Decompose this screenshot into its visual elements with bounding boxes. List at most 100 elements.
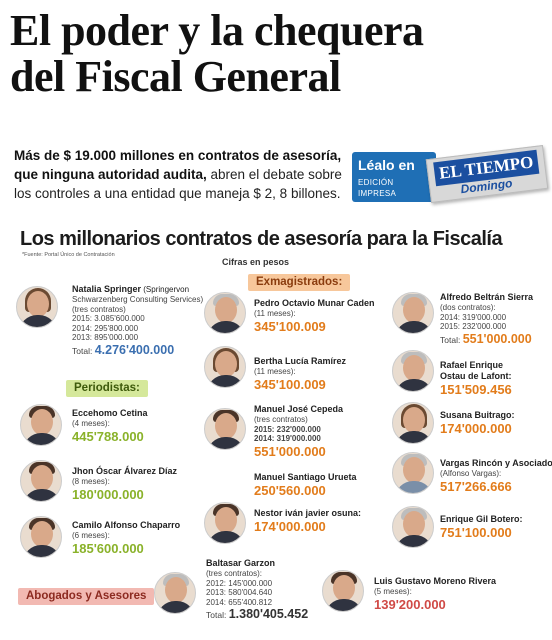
- total-amount: 551'000.000: [462, 331, 532, 346]
- person-name: Camilo Alfonso Chaparro: [72, 520, 181, 530]
- person-alvarez: Jhon Óscar Álvarez Díaz (8 meses): 180'0…: [72, 466, 177, 502]
- amount: 174'000.000: [254, 519, 326, 534]
- person-chaparro: Camilo Alfonso Chaparro (6 meses): 185'6…: [72, 520, 180, 556]
- avatar-gil-icon: [392, 506, 434, 548]
- read-in-print-badge[interactable]: Léalo en EDICIÓN IMPRESA: [352, 152, 436, 202]
- total-label: Total:: [72, 345, 93, 356]
- headline-line-1: El poder y la chequera: [10, 6, 424, 55]
- person-name: Alfredo Beltrán Sierra: [440, 292, 534, 302]
- avatar-moreno-icon: [322, 570, 364, 612]
- figures-note: Cifras en pesos: [222, 257, 290, 267]
- subheadline-rest: abren el debate sobre los controles a un…: [14, 167, 342, 201]
- person-detail: (11 meses):: [254, 367, 296, 376]
- section-abogados: Abogados y Asesores: [18, 588, 155, 605]
- person-osuna: Nestor iván javier osuna: 174'000.000: [254, 508, 361, 534]
- avatar-garzon-icon: [154, 572, 196, 614]
- contract-2013: 2013: 580'004.640: [206, 588, 273, 597]
- avatar-beltran-icon: [392, 292, 434, 334]
- person-ostau: Rafael Enrique Ostau de Lafont: 151'509.…: [440, 360, 512, 397]
- person-name: Manuel Santiago Urueta: [254, 472, 357, 482]
- amount: 517'266.666: [440, 478, 512, 494]
- person-moreno: Luis Gustavo Moreno Rivera (5 meses): 13…: [374, 576, 496, 612]
- contract-2014: 2014: 655'400.812: [206, 597, 273, 607]
- contract-2015: 2015: 232'000.000: [440, 322, 507, 331]
- person-name: Eccehomo Cetina: [72, 408, 148, 418]
- person-ramirez: Bertha Lucía Ramírez (11 meses): 345'100…: [254, 356, 346, 392]
- person-firm: (Springervon: [141, 285, 190, 294]
- box-title: Los millonarios contratos de asesoría pa…: [20, 228, 503, 250]
- person-detail: (6 meses):: [72, 531, 110, 540]
- avatar-vargas-icon: [392, 452, 434, 494]
- person-detail: (11 meses):: [254, 309, 296, 318]
- avatar-munar-icon: [204, 292, 246, 334]
- total-label: Total:: [440, 334, 461, 345]
- contract-2013: 2013: 895'000.000: [72, 333, 139, 342]
- headline: El poder y la chequera del Fiscal Genera…: [10, 8, 550, 100]
- amount: 185'600.000: [72, 540, 144, 556]
- person-cepeda: Manuel José Cepeda (tres contratos) 2015…: [254, 404, 343, 459]
- person-name: Rafael Enrique: [440, 360, 504, 370]
- amount: 174'000.000: [440, 421, 512, 436]
- amount: 180'000.000: [72, 486, 144, 502]
- person-beltran: Alfredo Beltrán Sierra (dos contratos): …: [440, 292, 533, 347]
- total-amount: 1.380'405.452: [228, 607, 309, 621]
- contract-2015: 2015: 232'000.000: [254, 424, 321, 434]
- person-detail: (tres contratos):: [206, 569, 263, 578]
- person-name: Susana Buitrago:: [440, 410, 515, 420]
- total-amount: 4.276'400.000: [94, 342, 175, 357]
- person-detail: (4 meses):: [72, 419, 110, 428]
- person-cetina: Eccehomo Cetina (4 meses): 445'788.000: [72, 408, 148, 444]
- amount: 151'509.456: [440, 382, 512, 397]
- person-detail: (tres contratos): [254, 415, 308, 424]
- avatar-buitrago-icon: [392, 402, 434, 444]
- source-note: *Fuente: Portal Único de Contratación: [22, 252, 115, 258]
- avatar-ramirez-icon: [204, 346, 246, 388]
- avatar-cepeda-icon: [204, 408, 246, 450]
- person-name: Luis Gustavo Moreno Rivera: [374, 576, 497, 586]
- person-name: Manuel José Cepeda: [254, 404, 344, 414]
- avatar-ostau-icon: [392, 350, 434, 392]
- avatar-cetina-icon: [20, 404, 62, 446]
- section-exmagistrados: Exmagistrados:: [248, 274, 351, 291]
- avatar-osuna-icon: [204, 502, 246, 544]
- person-name: Jhon Óscar Álvarez Díaz: [72, 466, 178, 476]
- amount: 445'788.000: [72, 428, 144, 444]
- amount: 751'100.000: [440, 525, 512, 540]
- person-garzon: Baltasar Garzon (tres contratos): 2012: …: [206, 558, 308, 622]
- person-name: Vargas Rincón y Asociados: [440, 458, 552, 468]
- lealo-label: Léalo en: [358, 157, 415, 173]
- person-name: Pedro Octavio Munar Caden: [254, 298, 375, 308]
- person-munar: Pedro Octavio Munar Caden (11 meses): 34…: [254, 298, 375, 334]
- person-vargas: Vargas Rincón y Asociados (Alfonso Varga…: [440, 458, 552, 494]
- amount: 551'000.000: [254, 443, 326, 459]
- section-periodistas: Periodistas:: [66, 380, 148, 397]
- person-buitrago: Susana Buitrago: 174'000.000: [440, 410, 515, 436]
- subheadline: Más de $ 19.000 millones en contratos de…: [14, 146, 344, 203]
- avatar-springer-icon: [16, 286, 58, 328]
- person-name: Baltasar Garzon: [206, 558, 276, 568]
- person-detail: (dos contratos):: [440, 303, 496, 312]
- person-firm-2: Schwarzenberg Consulting Services): [72, 295, 204, 304]
- amount: 345'100.009: [254, 376, 326, 392]
- amount: 139'200.000: [374, 596, 446, 612]
- person-name: Enrique Gil Botero:: [440, 514, 523, 524]
- contract-2014: 2014: 319'000.000: [254, 434, 321, 443]
- amount: 345'100.009: [254, 318, 326, 334]
- edicion-label: EDICIÓN IMPRESA: [358, 178, 397, 198]
- person-detail: (8 meses):: [72, 477, 110, 486]
- contract-2014: 2014: 319'000.000: [440, 312, 507, 322]
- person-detail: (tres contratos): [72, 304, 126, 314]
- person-name: Nestor iván javier osuna:: [254, 508, 362, 518]
- amount: 250'560.000: [254, 483, 326, 498]
- person-urueta: Manuel Santiago Urueta 250'560.000: [254, 472, 357, 498]
- contract-2014: 2014: 295'800.000: [72, 323, 139, 333]
- person-detail: (Alfonso Vargas):: [440, 469, 502, 478]
- el-tiempo-logo: EL TIEMPO Domingo: [425, 144, 549, 204]
- avatar-chaparro-icon: [20, 516, 62, 558]
- person-name-2: Ostau de Lafont:: [440, 371, 512, 381]
- person-springer: Natalia Springer (Springervon Schwarzenb…: [72, 284, 203, 358]
- headline-line-2: del Fiscal General: [10, 52, 341, 101]
- avatar-alvarez-icon: [20, 460, 62, 502]
- person-name: Bertha Lucía Ramírez: [254, 356, 347, 366]
- total-label: Total:: [206, 610, 227, 620]
